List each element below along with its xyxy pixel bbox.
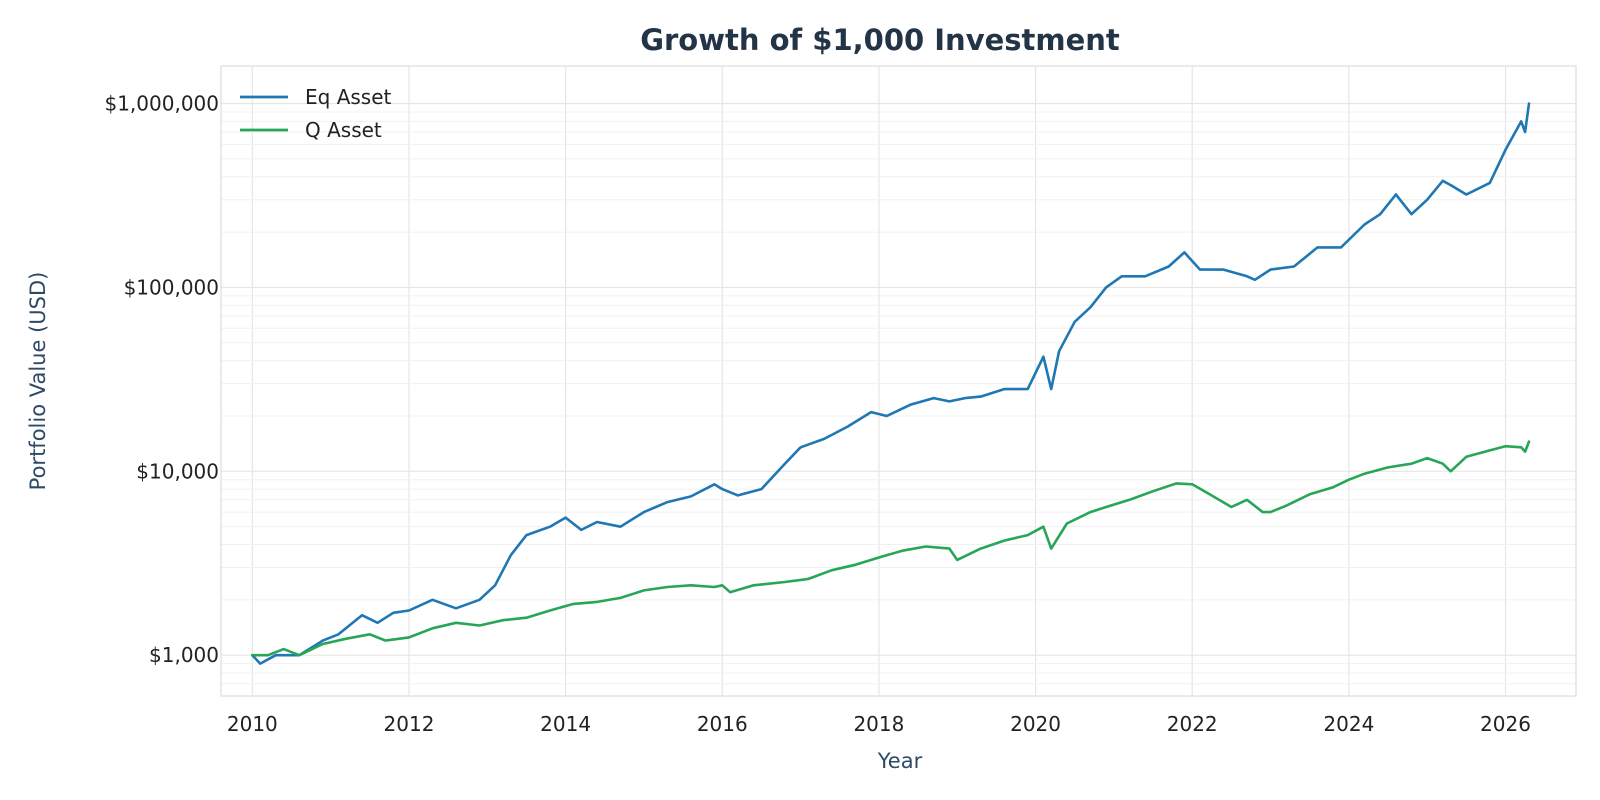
y-axis: $1,000 $10,000 $100,000 $1,000,000	[104, 92, 219, 668]
grid	[221, 66, 1576, 697]
series-line-eq-asset	[251, 102, 1531, 665]
plot-frame	[220, 65, 1577, 697]
x-axis-label: Year	[877, 749, 923, 773]
x-tick-label: 2018	[853, 712, 904, 736]
y-tick-label: $100,000	[124, 275, 219, 299]
x-axis: 2010 2012 2014 2016 2018 2020 2022 2024 2026	[227, 712, 1531, 736]
chart-title: Growth of $1,000 Investment	[640, 23, 1120, 57]
y-tick-label: $1,000	[149, 643, 219, 667]
x-tick-label: 2022	[1167, 712, 1218, 736]
legend-label: Eq Asset	[305, 85, 392, 109]
series-lines	[251, 102, 1531, 665]
legend: Eq Asset Q Asset	[240, 85, 392, 142]
x-tick-label: 2020	[1010, 712, 1061, 736]
x-tick-label: 2014	[540, 712, 591, 736]
y-tick-label: $10,000	[136, 459, 219, 483]
series-line-q-asset	[251, 440, 1531, 657]
x-tick-label: 2024	[1323, 712, 1374, 736]
x-tick-label: 2012	[384, 712, 435, 736]
x-tick-label: 2026	[1480, 712, 1531, 736]
x-tick-label: 2010	[227, 712, 278, 736]
y-tick-label: $1,000,000	[104, 92, 219, 116]
y-axis-label: Portfolio Value (USD)	[26, 272, 50, 491]
legend-label: Q Asset	[305, 118, 382, 142]
x-tick-label: 2016	[697, 712, 748, 736]
